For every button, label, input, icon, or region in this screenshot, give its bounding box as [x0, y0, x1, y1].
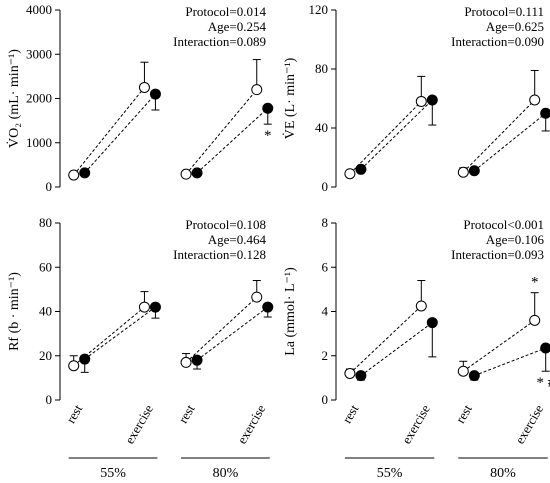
data-point: [355, 370, 367, 382]
x-tick-label: exercise: [512, 402, 546, 447]
annotation: *: [531, 275, 539, 291]
stat-text: Protocol<0.001: [463, 217, 544, 232]
y-axis-label: V̇E (L· min⁻¹): [281, 57, 298, 139]
y-axis-label: La (mmol· L⁻¹): [283, 267, 298, 356]
y-tick-label: 3000: [26, 46, 52, 61]
data-point: [468, 370, 480, 382]
data-point: [68, 360, 80, 372]
data-point: [191, 167, 203, 179]
x-tick-label: exercise: [399, 402, 433, 447]
x-tick-label: rest: [339, 402, 362, 426]
data-point: [138, 301, 150, 313]
y-tick-label: 0: [322, 392, 329, 407]
y-tick-label: 0: [322, 179, 329, 194]
x-tick-label: rest: [453, 402, 476, 426]
x-tick-label: rest: [63, 402, 86, 426]
data-point: [149, 301, 161, 313]
data-point: [457, 166, 469, 178]
data-point: [251, 291, 263, 303]
annotation: *: [264, 128, 272, 144]
stat-text: Protocol=0.014: [185, 4, 266, 19]
connector: [360, 322, 433, 377]
stat-text: Interaction=0.090: [451, 34, 544, 49]
group-label: 80%: [213, 466, 239, 481]
stat-text: Interaction=0.093: [451, 247, 544, 262]
y-tick-label: 6: [322, 259, 329, 274]
data-point: [540, 342, 550, 354]
data-point: [262, 102, 274, 114]
stat-text: Age=0.464: [208, 232, 267, 247]
y-tick-label: 60: [39, 259, 52, 274]
data-point: [529, 314, 541, 326]
data-point: [426, 317, 438, 329]
stat-text: Interaction=0.128: [173, 247, 266, 262]
connector: [360, 99, 433, 170]
y-tick-label: 2000: [26, 91, 52, 106]
stat-text: Protocol=0.111: [464, 4, 544, 19]
y-tick-label: 4000: [26, 2, 52, 17]
y-tick-label: 120: [309, 2, 329, 17]
connector: [185, 296, 258, 363]
connector: [196, 107, 269, 174]
data-point: [79, 353, 91, 365]
data-point: [149, 88, 161, 100]
data-point: [68, 169, 80, 181]
stat-text: Age=0.106: [486, 232, 545, 247]
connector: [84, 306, 156, 360]
x-tick-label: exercise: [234, 402, 268, 447]
y-tick-label: 0: [46, 179, 53, 194]
data-point: [344, 367, 356, 379]
data-point: [355, 163, 367, 175]
group-label: 80%: [490, 466, 516, 481]
connector: [349, 101, 422, 175]
data-point: [251, 84, 263, 96]
connector: [73, 87, 145, 176]
connector: [185, 89, 258, 175]
group-label: 55%: [377, 466, 403, 481]
y-tick-label: 4: [322, 304, 329, 319]
y-tick-label: 0: [46, 392, 53, 407]
y-tick-label: 1000: [26, 135, 52, 150]
stat-text: Interaction=0.089: [173, 34, 266, 49]
connector: [196, 306, 269, 361]
data-point: [415, 95, 427, 107]
y-axis-label: Rf (b · min⁻¹): [7, 272, 22, 351]
connector: [474, 347, 546, 377]
annotation: * #: [536, 375, 550, 391]
data-point: [138, 81, 150, 93]
connector: [84, 93, 156, 174]
y-tick-label: 40: [39, 304, 52, 319]
connector: [349, 305, 422, 374]
y-tick-label: 20: [39, 348, 52, 363]
y-tick-label: 80: [315, 61, 328, 76]
y-axis-label: V̇O₂ (mL· min⁻¹): [5, 49, 22, 148]
data-point: [529, 94, 541, 106]
connector: [462, 99, 536, 173]
stat-text: Age=0.625: [486, 19, 544, 34]
data-point: [180, 168, 192, 180]
data-point: [180, 356, 192, 368]
data-point: [415, 300, 427, 312]
data-point: [344, 168, 356, 180]
y-tick-label: 40: [315, 120, 328, 135]
x-tick-label: rest: [175, 402, 198, 426]
data-point: [79, 167, 91, 179]
data-point: [426, 94, 438, 106]
group-label: 55%: [100, 466, 126, 481]
data-point: [540, 107, 550, 119]
stat-text: Protocol=0.108: [185, 217, 266, 232]
connector: [463, 319, 535, 372]
connector: [473, 112, 547, 172]
data-point: [262, 301, 274, 313]
stat-text: Age=0.254: [208, 19, 267, 34]
data-point: [468, 165, 480, 177]
y-tick-label: 8: [322, 215, 329, 230]
x-tick-label: exercise: [122, 402, 156, 447]
y-tick-label: 80: [39, 215, 52, 230]
data-point: [191, 354, 203, 366]
y-tick-label: 2: [322, 348, 329, 363]
data-point: [457, 365, 469, 377]
